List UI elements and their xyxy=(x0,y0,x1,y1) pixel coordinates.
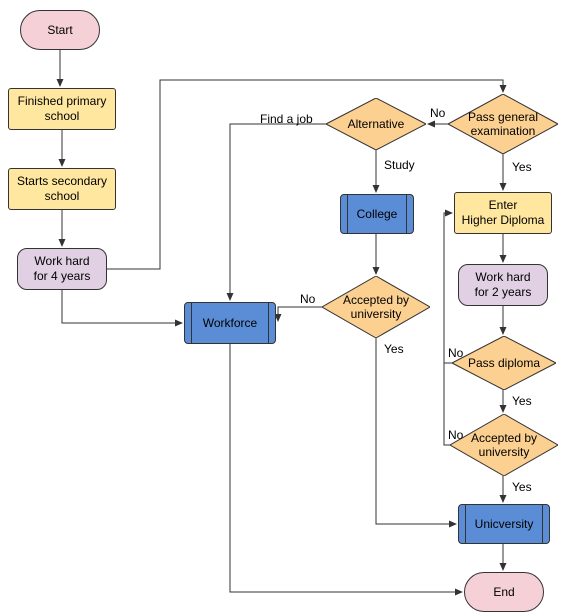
hdip-label: Enter Higher Diploma xyxy=(462,198,545,228)
accepted-uni2-node: Accepted by university xyxy=(450,414,558,476)
workforce-node: Workforce xyxy=(184,302,276,344)
hdip-node: Enter Higher Diploma xyxy=(454,192,552,234)
label-study: Study xyxy=(384,158,415,172)
label-find-a-job: Find a job xyxy=(260,112,313,126)
label-yes-passdip: Yes xyxy=(512,394,532,408)
pass-diploma-label: Pass diploma xyxy=(468,356,540,370)
college-label: College xyxy=(357,207,398,222)
accepted-uni2-label: Accepted by university xyxy=(471,431,537,460)
workforce-label: Workforce xyxy=(203,316,257,331)
pass-exam-label: Pass general examination xyxy=(468,110,538,139)
pass-exam-node: Pass general examination xyxy=(448,94,558,154)
secondary-node: Starts secondary school xyxy=(8,168,116,210)
label-yes-passexam: Yes xyxy=(512,160,532,174)
university-label: Unicversity xyxy=(475,517,534,532)
secondary-label: Starts secondary school xyxy=(9,174,115,204)
label-no-passexam: No xyxy=(430,106,445,120)
label-no-accuni2: No xyxy=(448,428,463,442)
end-label: End xyxy=(493,585,514,600)
primary-node: Finished primary school xyxy=(8,88,116,130)
label-yes-accuni2: Yes xyxy=(512,480,532,494)
work4-node: Work hard for 4 years xyxy=(17,248,107,290)
label-no-passdip: No xyxy=(448,346,463,360)
alternative-node: Alternative xyxy=(326,98,426,150)
primary-label: Finished primary school xyxy=(9,94,115,124)
alternative-label: Alternative xyxy=(348,117,405,131)
label-no-accuni1: No xyxy=(300,292,315,306)
accepted-uni1-label: Accepted by university xyxy=(343,293,409,322)
start-node: Start xyxy=(20,10,100,50)
university-node: Unicversity xyxy=(458,504,550,544)
work4-label: Work hard for 4 years xyxy=(34,254,91,284)
pass-diploma-node: Pass diploma xyxy=(452,336,556,390)
end-node: End xyxy=(464,572,544,612)
label-yes-accuni1: Yes xyxy=(384,342,404,356)
work2-node: Work hard for 2 years xyxy=(458,264,548,306)
work2-label: Work hard for 2 years xyxy=(475,270,532,300)
accepted-uni1-node: Accepted by university xyxy=(322,276,430,338)
start-label: Start xyxy=(47,23,72,38)
college-node: College xyxy=(340,194,414,234)
